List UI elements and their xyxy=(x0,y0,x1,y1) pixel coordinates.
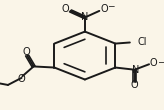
Text: O: O xyxy=(62,4,70,14)
Text: N: N xyxy=(132,65,139,75)
Text: O: O xyxy=(18,74,25,84)
Text: −: − xyxy=(156,57,164,66)
Text: O: O xyxy=(150,58,157,68)
Text: O: O xyxy=(22,47,30,57)
Text: N: N xyxy=(81,12,89,22)
Text: Cl: Cl xyxy=(137,38,147,48)
Text: O: O xyxy=(131,80,138,90)
Text: −: − xyxy=(107,1,114,10)
Text: O: O xyxy=(100,4,108,14)
